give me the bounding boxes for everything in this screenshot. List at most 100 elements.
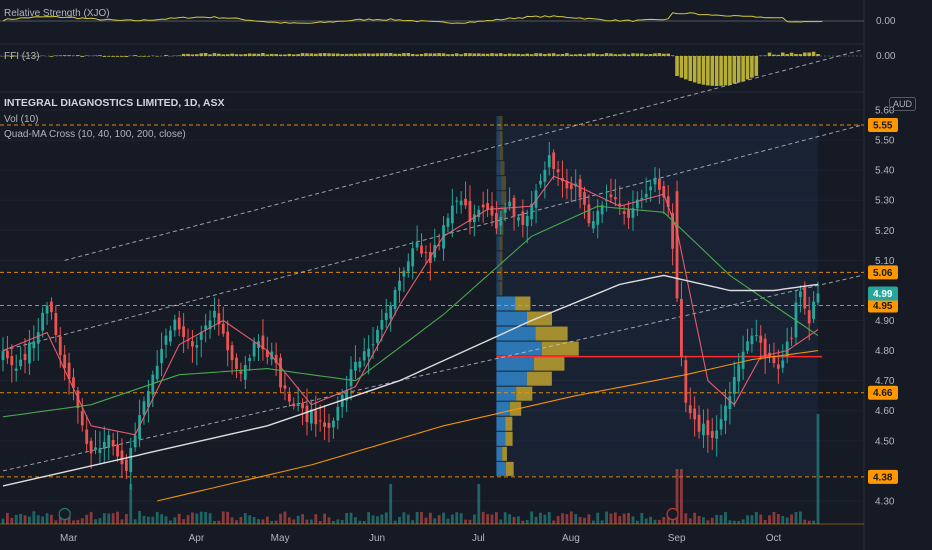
ffi-bar — [635, 53, 640, 56]
price-axis[interactable]: 5.60 5.50 5.40 5.30 5.20 5.10 4.90 4.80 4.70 4.60… — [875, 106, 895, 508]
profile-up-bar — [496, 401, 511, 416]
vol-indicator-label[interactable]: Vol (10) — [4, 114, 39, 125]
candle-body — [658, 178, 661, 190]
price-tick-label: 5.10 — [875, 256, 895, 267]
ffi-bar — [58, 55, 63, 56]
volume-bar — [724, 512, 727, 524]
profile-down-bar — [499, 221, 504, 236]
quad-ma-indicator-label[interactable]: Quad-MA Cross (10, 40, 100, 200, close) — [4, 129, 186, 140]
volume-bar — [151, 516, 155, 524]
profile-up-bar — [496, 296, 516, 311]
volume-bar — [36, 515, 40, 524]
volume-bar — [662, 516, 666, 524]
candle-body — [94, 447, 97, 451]
ffi-bar — [186, 53, 190, 56]
ffi-bar — [459, 54, 463, 56]
volume-bar — [732, 520, 736, 524]
ffi-bar — [772, 54, 776, 56]
profile-down-bar — [500, 161, 505, 176]
ffi-bar — [463, 53, 468, 56]
profile-down-bar — [505, 461, 514, 476]
candle-body — [754, 335, 758, 337]
volume-bar — [776, 514, 780, 524]
profile-down-bar — [502, 446, 507, 461]
volume-bar — [261, 519, 265, 524]
candle-body — [525, 215, 529, 226]
profile-up-bar — [496, 131, 500, 146]
candle-body — [543, 169, 547, 182]
ffi-bar — [327, 53, 331, 56]
candle-body — [182, 326, 186, 338]
ffi-bar — [102, 56, 107, 57]
volume-bar — [76, 519, 80, 524]
candle-body — [503, 208, 507, 213]
ffi-bar — [441, 53, 446, 56]
candle-body — [697, 414, 701, 432]
volume-bar — [340, 519, 344, 524]
profile-down-bar — [499, 251, 503, 266]
ffi-bar — [76, 55, 80, 56]
candle-body — [323, 422, 326, 427]
candle-body — [208, 320, 212, 330]
volume-bar — [499, 519, 503, 524]
profile-down-bar — [501, 176, 507, 191]
volume-bar — [23, 515, 27, 524]
candle-body — [85, 429, 89, 444]
candle-body — [613, 197, 617, 200]
ffi-bar — [208, 54, 212, 56]
candle-body — [776, 364, 780, 369]
volume-bar — [28, 516, 31, 524]
profile-up-bar — [496, 431, 506, 446]
ffi-bar — [736, 56, 741, 83]
candle-body — [248, 358, 252, 362]
candle-body — [221, 323, 225, 334]
ffi-bar — [344, 53, 349, 56]
ffi-bar — [728, 56, 732, 85]
candle-body — [305, 405, 309, 423]
volume-bar — [116, 511, 119, 524]
ffi-bar — [639, 53, 644, 56]
volume-bar — [50, 514, 53, 524]
ffi-value-label: 0.00 — [876, 51, 896, 62]
profile-up-bar — [496, 206, 501, 221]
candle-body — [759, 335, 763, 343]
ffi-bar — [305, 53, 309, 56]
time-axis[interactable]: Mar Apr May Jun Jul Aug Sep Oct — [60, 533, 781, 544]
candle-body — [790, 337, 793, 339]
candle-body — [609, 194, 613, 198]
currency-badge[interactable]: AUD — [889, 97, 917, 111]
candle-body — [688, 405, 692, 414]
price-tick-label: 5.50 — [875, 136, 895, 147]
volume-bar — [812, 520, 815, 524]
ffi-bar — [780, 52, 785, 56]
relative-strength-pane[interactable]: 0.00 — [0, 12, 896, 27]
candle-body — [217, 313, 221, 325]
volume-bar — [296, 515, 300, 524]
candle-body — [146, 391, 150, 408]
ffi-bar — [265, 54, 270, 56]
candle-body — [362, 351, 366, 361]
volume-bar — [199, 511, 203, 524]
ffi-bar — [221, 54, 226, 56]
candle-body — [28, 342, 31, 364]
candle-body — [67, 362, 71, 380]
candle-body — [618, 203, 622, 206]
ma100-line — [2, 274, 819, 487]
profile-down-bar — [499, 116, 503, 131]
candle-body — [455, 200, 459, 202]
candle-body — [569, 184, 573, 189]
candle-body — [605, 200, 608, 202]
volume-bar — [684, 513, 688, 524]
candle-body — [292, 403, 296, 407]
volume-bar — [204, 512, 208, 524]
candle-body — [111, 440, 115, 447]
ffi-bar — [547, 53, 552, 56]
ffi-pane[interactable]: 0.00 — [0, 51, 896, 86]
candle-body — [120, 450, 124, 465]
price-tag-bg — [868, 298, 898, 313]
ffi-bar — [697, 56, 701, 84]
volume-bar — [737, 520, 741, 524]
candle-body — [336, 406, 340, 421]
volume-bar — [89, 511, 93, 524]
